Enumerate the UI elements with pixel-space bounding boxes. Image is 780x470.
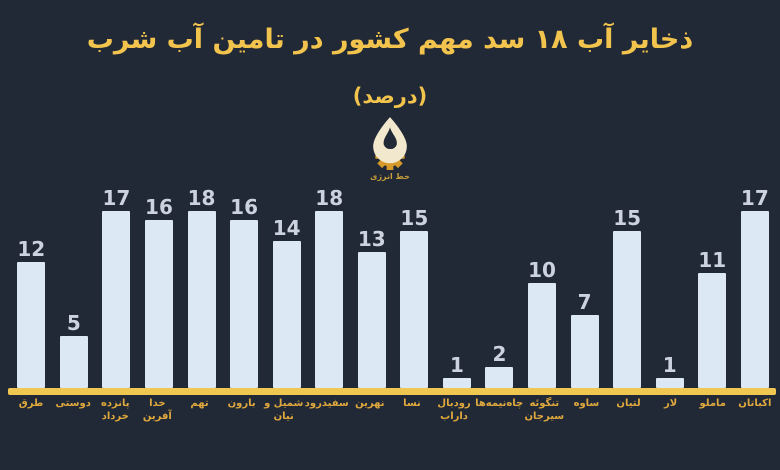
bar-value-label: 1 [662,352,677,377]
bar [17,262,46,388]
x-axis-label: پانزده خرداد [101,398,130,422]
bar-value-label: 12 [17,237,46,261]
bar-value-label: 15 [613,205,642,230]
x-axis-label: لار [664,398,678,409]
x-axis-label: تنگوئه سیرجان [524,398,565,422]
x-axis-label: چاه‌نیمه‌ها [475,398,524,409]
x-axis-label: بارون [227,398,256,409]
bar-value-label: 5 [66,310,81,335]
bar [442,377,471,388]
bar-column: 16 [223,188,266,388]
x-axis-label: ساوه [573,398,600,409]
bar [272,241,301,388]
bar-column: 15 [393,188,436,388]
bar-column: 12 [10,188,53,388]
bar-value-label: 16 [145,195,173,219]
bar-column: 13 [351,188,394,388]
bar-column: 5 [53,188,96,388]
x-axis-label: شمیل و نیان [264,398,304,422]
bar-value-label: 10 [528,258,556,282]
khat-energy-logo: خط انرژی [350,116,430,181]
bar-column: 15 [606,188,649,388]
logo-graphic [373,117,407,170]
bar-column: 17 [734,188,777,388]
bar-column: 14 [265,188,308,388]
x-axis-label: خدا آفرین [142,398,172,422]
bar [655,377,684,388]
bar-column: 7 [563,188,606,388]
flame-icon [383,127,397,150]
bar [740,211,769,388]
bar [59,335,88,388]
bar-column: 1 [648,188,691,388]
bar-value-label: 11 [698,247,727,272]
bar-column: 17 [95,188,138,388]
bar [144,220,173,388]
bar-value-label: 1 [449,352,464,377]
bar-value-label: 16 [230,195,259,219]
x-axis-label: تهم [190,398,209,409]
bar [698,272,727,388]
bar [357,251,386,388]
x-axis-label: لتیان [616,398,641,409]
bar-column: 2 [478,188,521,388]
bar [400,230,429,388]
bar [315,211,344,388]
bar-column: 1 [436,188,479,388]
bar [187,211,216,388]
bars-row: 12 5 17 16 18 16 14 18 13 15 1 2 10 7 15 1 11 17 [10,188,776,388]
bar-value-label: 18 [187,186,216,210]
bar-column: 18 [308,188,351,388]
bar [613,230,642,388]
bar [570,314,599,388]
x-axis-label: نهرین [355,398,385,409]
bar-column: 18 [180,188,223,388]
bar-value-label: 18 [315,186,344,210]
bar-value-label: 7 [577,289,592,314]
bar-value-label: 17 [102,186,131,210]
x-axis-line [8,388,776,395]
x-axis-label: سفیدرود [304,398,349,409]
bar-column: 11 [691,188,734,388]
x-axis-label: اکباتان [738,398,772,409]
bar-column: 10 [521,188,564,388]
logo-caption: خط انرژی [370,172,410,181]
bar-value-label: 17 [740,186,769,210]
bar-value-label: 14 [272,216,301,240]
bar [230,220,259,388]
x-axis-label: ماملو [699,398,727,409]
x-labels-row: طرق دوستی پانزده خرداد خدا آفرین تهم بارون شمی… [10,398,776,423]
bar-value-label: 2 [492,342,507,366]
bar [485,367,514,388]
bar [528,283,557,388]
bar-value-label: 13 [357,226,386,251]
chart-subtitle: (درصد) [352,84,428,108]
x-axis-label: رودبال داراب [437,398,471,422]
bar [102,211,131,388]
chart-title: ذخایر آب ۱۸ سد مهم کشور در تامین آب شرب [86,24,694,55]
x-axis-label: طرق [18,398,44,409]
x-axis-label: دوستی [55,398,91,409]
bar-value-label: 15 [400,205,429,230]
bar-column: 16 [138,188,181,388]
x-axis-label: نسا [403,398,421,409]
